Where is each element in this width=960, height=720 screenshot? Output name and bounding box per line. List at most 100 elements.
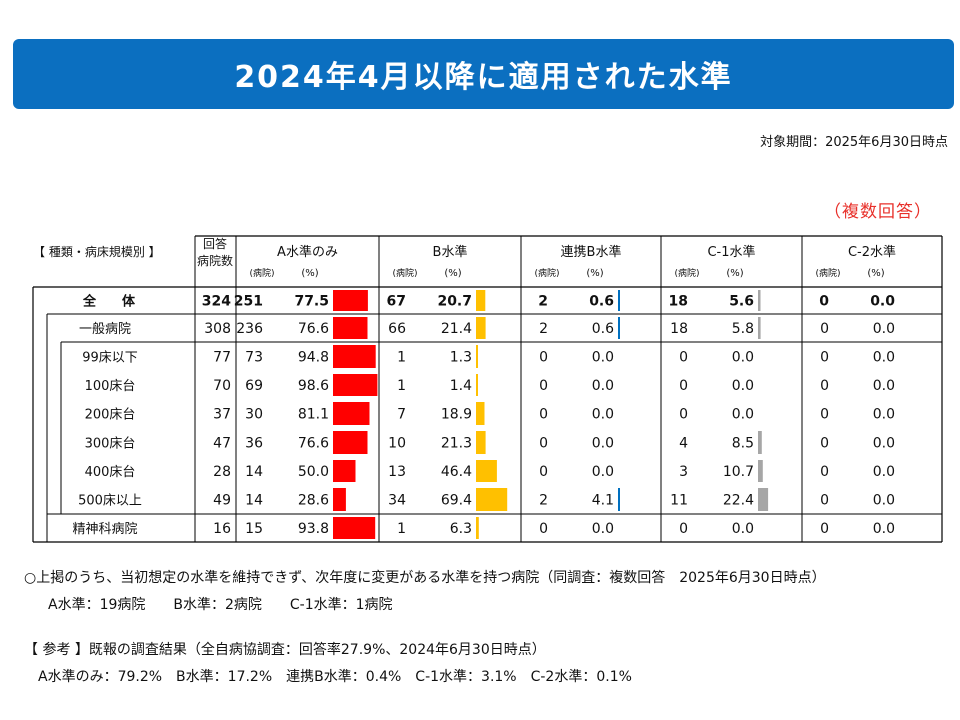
hospital-count: 30 — [245, 407, 263, 423]
percent-bar-a — [333, 517, 376, 539]
percent-subheader: (%) — [726, 268, 743, 279]
percent-value: 20.7 — [437, 294, 472, 310]
hospital-count: 0 — [679, 350, 688, 366]
percent-value: 0.0 — [873, 407, 895, 423]
hospital-count: 0 — [539, 350, 548, 366]
reference-line-1: 【 参考 】既報の調査結果（全自病協調査：回答率27.9%、2024年6月30日… — [24, 642, 546, 658]
hospital-count: 15 — [245, 521, 263, 537]
row-label: 100床台 — [85, 379, 136, 394]
percent-value: 76.6 — [298, 436, 329, 452]
column-header: A水準のみ — [277, 244, 338, 260]
percent-value: 0.0 — [732, 407, 754, 423]
percent-value: 1.3 — [450, 350, 472, 366]
hospital-count: 0 — [679, 407, 688, 423]
hospital-count: 34 — [388, 493, 406, 509]
total-count: 47 — [213, 436, 231, 452]
hospital-count: 18 — [670, 321, 688, 337]
percent-bar-c1 — [758, 460, 763, 482]
percent-value: 0.0 — [592, 350, 614, 366]
row-label: 500床以上 — [78, 494, 142, 509]
hospital-count: 0 — [679, 521, 688, 537]
percent-value: 28.6 — [298, 493, 329, 509]
count-header: 回答 — [203, 236, 227, 251]
hospital-count-subheader: (病院) — [249, 267, 274, 279]
percent-subheader: (%) — [301, 268, 318, 279]
percent-bar-renkei — [618, 290, 620, 311]
row-label: 99床以下 — [82, 351, 138, 366]
row-label: 一般病院 — [79, 321, 131, 337]
hospital-count-subheader: (病院) — [815, 267, 840, 279]
row-label: 精神科病院 — [72, 522, 137, 537]
hospital-count: 66 — [388, 321, 406, 337]
total-count: 49 — [213, 493, 231, 509]
title-banner: 2024年4月以降に適用された水準 — [13, 39, 954, 109]
hospital-count: 1 — [397, 350, 406, 366]
percent-subheader: (%) — [867, 268, 884, 279]
percent-value: 0.0 — [592, 407, 614, 423]
percent-bar-b — [476, 345, 478, 368]
hospital-count: 7 — [397, 407, 406, 423]
percent-value: 46.4 — [441, 464, 472, 480]
percent-value: 69.4 — [441, 493, 472, 509]
multi-answer-label: （複数回答） — [824, 202, 932, 222]
count-header: 病院数 — [197, 253, 233, 268]
percent-value: 18.9 — [441, 407, 472, 423]
hospital-count: 2 — [539, 321, 548, 337]
percent-value: 0.0 — [873, 436, 895, 452]
hospital-count: 13 — [388, 464, 406, 480]
hospital-count: 0 — [539, 378, 548, 394]
percent-value: 0.0 — [732, 521, 754, 537]
total-count: 16 — [213, 521, 231, 537]
hospital-count: 2 — [539, 493, 548, 509]
hospital-count: 251 — [234, 294, 263, 310]
hospital-count: 0 — [820, 521, 829, 537]
percent-value: 10.7 — [723, 464, 754, 480]
percent-value: 0.6 — [589, 294, 614, 310]
hospital-count: 0 — [820, 350, 829, 366]
percent-bar-a — [333, 431, 368, 454]
note-line-1: ○上掲のうち、当初想定の水準を維持できず、次年度に変更がある水準を持つ病院（同調… — [24, 570, 826, 586]
total-count: 28 — [213, 464, 231, 480]
percent-bar-c1 — [758, 317, 761, 339]
percent-value: 94.8 — [298, 350, 329, 366]
percent-bar-b — [476, 290, 486, 311]
percent-bar-renkei — [618, 317, 620, 339]
percent-bar-c1 — [758, 290, 761, 311]
column-header: 連携B水準 — [561, 244, 622, 260]
percent-value: 0.0 — [873, 493, 895, 509]
category-header: 【 種類・病床規模別 】 — [33, 244, 161, 259]
percent-bar-c1 — [758, 488, 769, 511]
percent-subheader: (%) — [586, 268, 603, 279]
hospital-count: 1 — [397, 378, 406, 394]
hospital-count-subheader: (病院) — [534, 267, 559, 279]
percent-value: 81.1 — [298, 407, 329, 423]
percent-bar-b — [476, 431, 486, 454]
hospital-count: 3 — [679, 464, 688, 480]
hospital-count: 0 — [539, 464, 548, 480]
hospital-count: 36 — [245, 436, 263, 452]
row-label: 200床台 — [85, 408, 136, 423]
row-label: 300床台 — [85, 437, 136, 452]
hospital-count: 10 — [388, 436, 406, 452]
percent-value: 0.0 — [873, 378, 895, 394]
percent-value: 93.8 — [298, 521, 329, 537]
column-header: C-2水準 — [848, 244, 896, 260]
percent-value: 8.5 — [732, 436, 754, 452]
percent-value: 5.6 — [729, 294, 754, 310]
percent-value: 0.0 — [873, 464, 895, 480]
percent-value: 5.8 — [732, 321, 754, 337]
hospital-count: 236 — [236, 321, 263, 337]
percent-value: 0.0 — [870, 294, 895, 310]
total-count: 324 — [202, 294, 231, 310]
percent-value: 0.0 — [873, 350, 895, 366]
percent-value: 4.1 — [592, 493, 614, 509]
hospital-count: 11 — [670, 493, 688, 509]
reference-line-2: A水準のみ：79.2% B水準：17.2% 連携B水準：0.4% C-1水準：3… — [38, 669, 632, 685]
percent-value: 77.5 — [294, 294, 329, 310]
page-title: 2024年4月以降に適用された水準 — [234, 60, 733, 95]
hospital-count-subheader: (病院) — [674, 267, 699, 279]
hospital-count: 1 — [397, 521, 406, 537]
percent-bar-a — [333, 402, 370, 425]
percent-bar-b — [476, 460, 497, 482]
percent-value: 0.0 — [732, 350, 754, 366]
